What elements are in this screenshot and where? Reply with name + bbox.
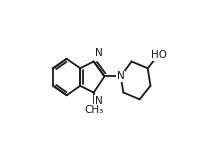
Text: CH₃: CH₃ bbox=[84, 105, 103, 115]
Text: N: N bbox=[117, 71, 125, 81]
Text: N: N bbox=[95, 96, 103, 106]
Text: N: N bbox=[95, 48, 103, 58]
Text: HO: HO bbox=[150, 50, 167, 60]
